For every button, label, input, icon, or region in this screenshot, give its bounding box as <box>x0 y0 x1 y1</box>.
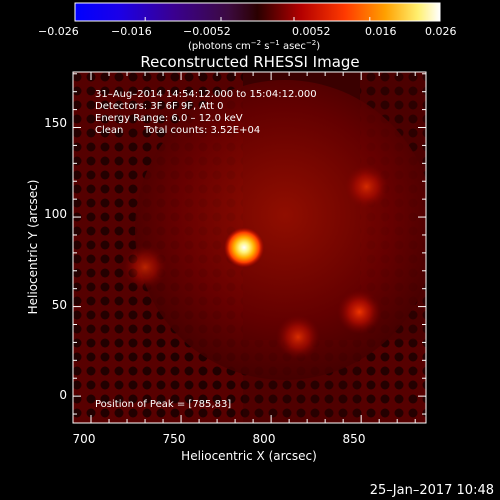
x-tick-750: 750 <box>163 432 186 446</box>
peak-source <box>224 227 265 268</box>
annotation-counts: Total counts: 3.52E+04 <box>143 125 260 136</box>
unit-mid: s <box>261 41 269 52</box>
y-axis-label: Heliocentric Y (arcsec) <box>26 180 40 315</box>
plot-frame <box>72 71 427 424</box>
axis-ticks <box>73 72 426 423</box>
unit-post: ) <box>316 41 320 52</box>
annotation-algorithm: Clean <box>95 125 123 136</box>
annotation-energy: Energy Range: 6.0 – 12.0 keV <box>95 113 243 124</box>
annotation-peak: Position of Peak = [785,83] <box>95 399 231 410</box>
plot-title: Reconstructed RHESSI Image <box>140 53 359 71</box>
colorbar-ticks <box>74 17 441 21</box>
colorbar-tick-label-3: 0.0052 <box>292 25 331 38</box>
colorbar-tick-label-0: −0.026 <box>38 25 79 38</box>
y-tick-0: 0 <box>59 388 67 402</box>
unit-exp1: −2 <box>251 39 261 47</box>
colorbar-tick-label-5: 0.026 <box>425 25 457 38</box>
source-1 <box>337 289 382 334</box>
colorbar-tick-label-4: 0.016 <box>365 25 397 38</box>
colorbar <box>74 2 441 22</box>
emission-sources <box>123 164 389 360</box>
annotation-time-range: 31–Aug–2014 14:54:12.000 to 15:04:12.000 <box>95 89 317 100</box>
source-3 <box>344 164 389 209</box>
x-tick-800: 800 <box>253 432 276 446</box>
unit-exp2: −1 <box>269 39 279 47</box>
plot-timestamp: 25–Jan–2017 10:48 <box>370 483 494 498</box>
source-2 <box>276 315 321 360</box>
y-tick-100: 100 <box>44 207 67 221</box>
colorbar-unit-label: (photons cm−2 s−1 asec−2) <box>188 39 320 52</box>
annotation-detectors: Detectors: 3F 6F 9F, Att 0 <box>95 101 223 112</box>
colorbar-tick-label-2: −0.0052 <box>183 25 231 38</box>
unit-exp3: −2 <box>306 39 316 47</box>
unit-mid2: asec <box>280 41 306 52</box>
unit-pre: (photons cm <box>188 41 251 52</box>
reconstructed-image <box>73 72 426 423</box>
y-tick-150: 150 <box>44 116 67 130</box>
colorbar-tick-label-1: −0.016 <box>111 25 152 38</box>
x-tick-700: 700 <box>73 432 96 446</box>
source-4 <box>123 245 168 290</box>
x-axis-label: Heliocentric X (arcsec) <box>181 449 317 463</box>
x-tick-850: 850 <box>343 432 366 446</box>
y-tick-50: 50 <box>52 298 67 312</box>
